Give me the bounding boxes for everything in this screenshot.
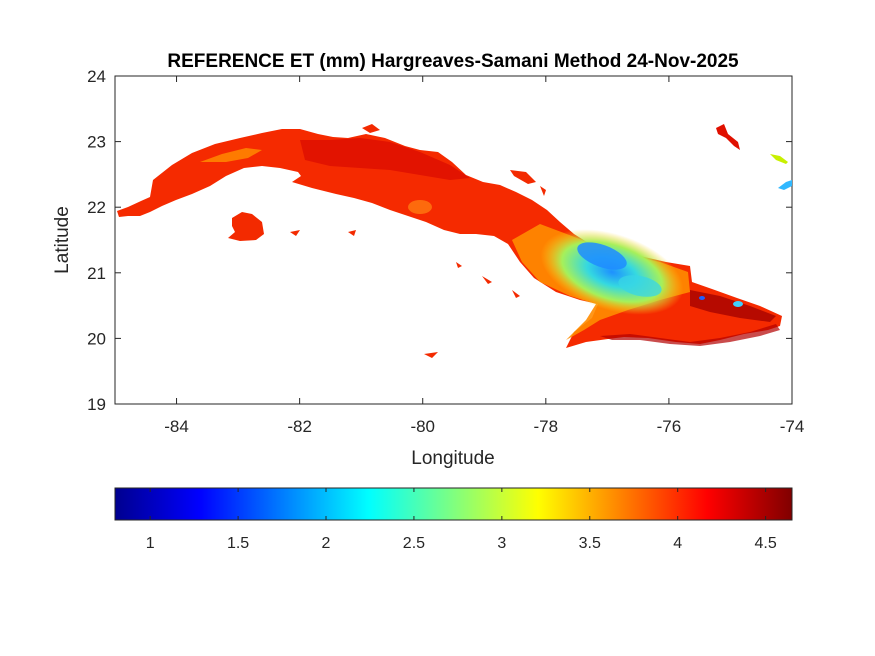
east-tip-cyan-spot [733,301,743,307]
northeast-islet-yellow [770,154,788,164]
x-axis-label: Longitude [411,448,494,469]
y-tick-label: 23 [87,133,106,152]
y-tick-label: 21 [87,264,106,283]
colorbar-tick-label: 1 [146,535,155,552]
colorbar-tick-label: 4 [673,535,682,552]
colorbar [114,487,793,521]
x-tick-label: -74 [780,417,805,436]
y-tick-label: 22 [87,198,106,217]
east-tip-dark-red [690,290,776,322]
y-tick-label: 19 [87,395,106,414]
plot-area [114,75,793,405]
north-coast-band [300,138,470,180]
x-tick-label: -84 [164,417,189,436]
x-tick-label: -76 [657,417,682,436]
central-orange-patch [408,200,432,214]
y-axis: 19 20 21 22 23 24 [87,67,792,414]
colorbar-tick-label: 3 [497,535,506,552]
west-orange-streak [200,148,262,162]
isla-de-la-juventud [228,212,264,241]
y-axis-label: Latitude [52,206,73,274]
y-tick-label: 24 [87,67,106,86]
colorbar-tick-label: 2 [322,535,331,552]
northeast-islet-red [716,124,740,150]
east-tip-blue-spot [699,296,705,300]
colorbar-tick-label: 1.5 [227,535,249,552]
colorbar-tick-label: 4.5 [754,535,776,552]
south-east-coast-strip [600,324,780,346]
x-tick-label: -78 [534,417,559,436]
et-map [117,124,792,358]
colorbar-ticks: 1 1.5 2 2.5 3 3.5 4 4.5 [146,488,777,552]
x-axis: -84 -82 -80 -78 -76 -74 [164,76,804,436]
east-low-et-core [577,242,627,270]
chart-title: REFERENCE ET (mm) Hargreaves-Samani Meth… [167,51,739,72]
y-tick-label: 20 [87,329,106,348]
colorbar-tick-label: 2.5 [403,535,425,552]
x-tick-label: -80 [410,417,435,436]
east-cyan-patch [618,275,662,297]
x-tick-label: -82 [287,417,312,436]
northeast-islet-cyan [778,180,792,190]
colorbar-tick-label: 3.5 [579,535,601,552]
